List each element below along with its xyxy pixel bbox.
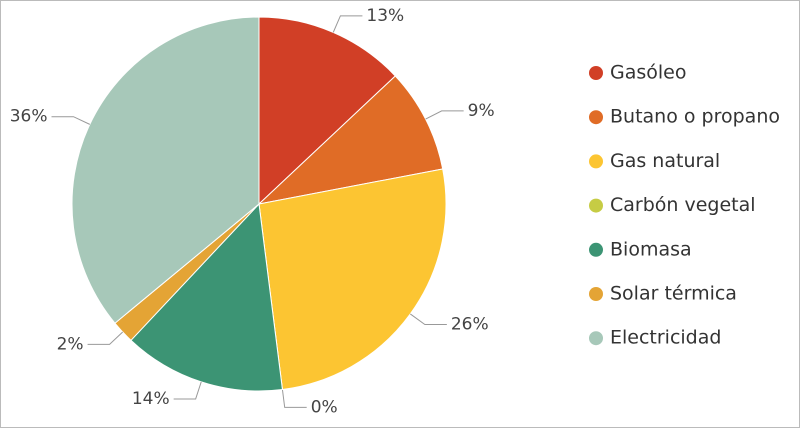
legend-label: Carbón vegetal (610, 194, 756, 216)
leader-line (425, 110, 464, 120)
legend-swatch (589, 242, 603, 257)
legend-swatch (589, 66, 603, 80)
legend-swatch (589, 110, 603, 125)
legend-label: Biomasa (610, 238, 692, 260)
data-label: 13% (366, 6, 404, 26)
legend-label: Solar térmica (610, 283, 737, 305)
data-label: 36% (10, 107, 48, 127)
data-label: 2% (57, 334, 84, 354)
legend-label: Gas natural (610, 150, 720, 172)
leader-line (87, 331, 124, 345)
legend-swatch (589, 198, 603, 213)
data-label: 26% (451, 314, 489, 334)
legend-label: Butano o propano (610, 106, 780, 128)
legend-label: Electricidad (610, 327, 721, 349)
leader-line (173, 381, 202, 400)
legend-swatch (589, 331, 603, 346)
data-label: 9% (468, 101, 495, 121)
leader-line (409, 313, 447, 325)
legend: Gasóleo Butano o propano Gas natural Carbón… (589, 62, 780, 349)
leader-line (51, 116, 91, 125)
leader-line (281, 389, 307, 408)
legend-label: Gasóleo (610, 62, 686, 84)
pie-slice (71, 16, 260, 324)
legend-swatch (589, 287, 603, 301)
leader-line (332, 15, 363, 33)
pie-slice (258, 168, 447, 391)
pie-slice (130, 202, 283, 392)
legend-swatch (589, 154, 603, 169)
data-label: 0% (311, 397, 338, 417)
pie-slice (258, 16, 397, 206)
data-label: 14% (132, 389, 170, 409)
